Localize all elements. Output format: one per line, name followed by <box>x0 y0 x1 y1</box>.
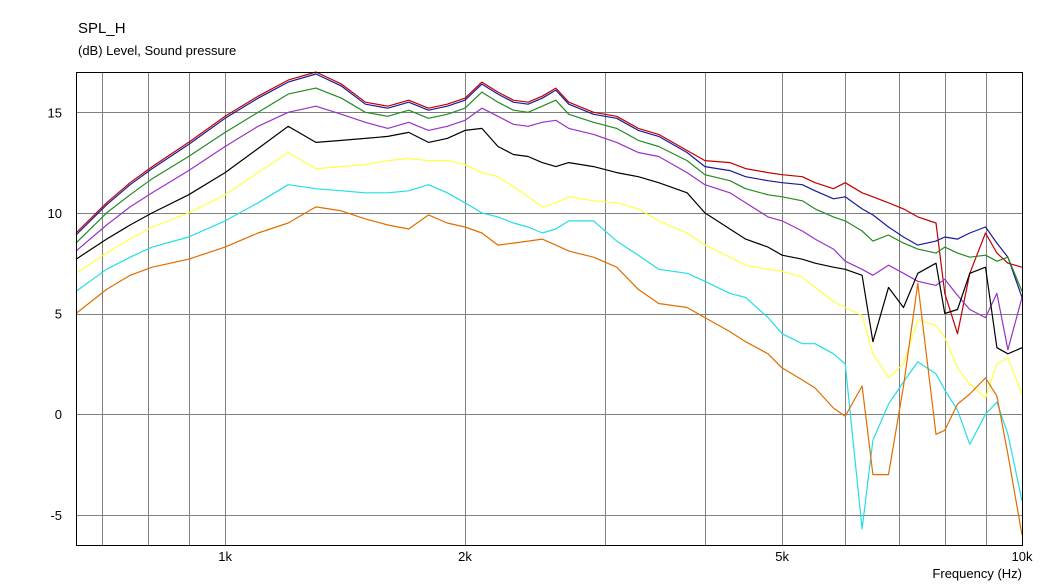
series-line-4 <box>75 105 1023 351</box>
x-axis-label: Frequency (Hz) <box>932 566 1022 581</box>
plot-frame <box>76 72 1023 546</box>
series-line-2 <box>75 73 1023 298</box>
x-tick-label: 10k <box>1012 549 1033 564</box>
series-line-1 <box>75 71 1023 335</box>
y-tick-label: 10 <box>48 206 62 221</box>
x-tick-label: 5k <box>775 549 789 564</box>
y-tick-label: -5 <box>50 508 62 523</box>
series-line-6 <box>75 151 1023 399</box>
x-tick-labels: 1k 2k 5k 10k <box>218 549 1033 564</box>
series-line-3 <box>75 87 1023 292</box>
y-tick-label: 15 <box>48 105 62 120</box>
y-tick-label: 0 <box>55 407 62 422</box>
x-tick-label: 2k <box>458 549 472 564</box>
chart-title: SPL_H <box>78 20 126 37</box>
y-tick-label: 5 <box>55 307 62 322</box>
series-line-7 <box>75 184 1023 530</box>
series-line-5 <box>75 125 1023 355</box>
y-axis-label: (dB) Level, Sound pressure <box>78 43 237 58</box>
x-tick-label: 1k <box>218 549 232 564</box>
series-line-8 <box>75 206 1023 536</box>
series-lines <box>75 71 1023 536</box>
y-tick-labels: 15 10 5 0 -5 <box>48 105 62 523</box>
